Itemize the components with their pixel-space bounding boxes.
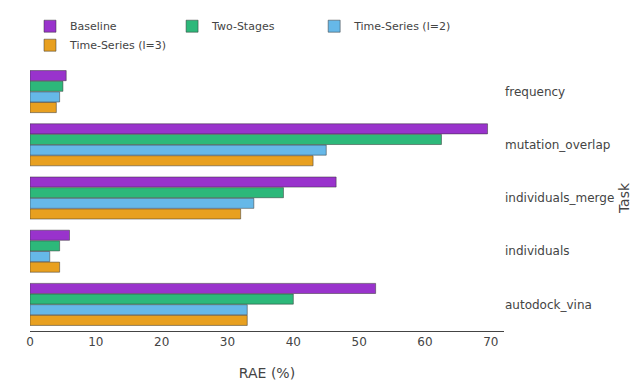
svg-text:40: 40 bbox=[286, 335, 301, 349]
svg-text:Baseline: Baseline bbox=[70, 20, 117, 33]
svg-text:RAE (%): RAE (%) bbox=[239, 365, 295, 381]
svg-text:Time-Series (l=3): Time-Series (l=3) bbox=[69, 39, 166, 52]
svg-text:individuals_merge: individuals_merge bbox=[505, 191, 614, 205]
svg-text:autodock_vina: autodock_vina bbox=[505, 298, 592, 312]
svg-text:70: 70 bbox=[483, 335, 498, 349]
svg-text:frequency: frequency bbox=[505, 85, 565, 99]
svg-text:10: 10 bbox=[88, 335, 103, 349]
svg-text:50: 50 bbox=[352, 335, 367, 349]
svg-text:0: 0 bbox=[26, 335, 34, 349]
svg-text:Two-Stages: Two-Stages bbox=[211, 20, 275, 33]
svg-text:mutation_overlap: mutation_overlap bbox=[505, 138, 610, 152]
svg-text:20: 20 bbox=[154, 335, 169, 349]
svg-text:individuals: individuals bbox=[505, 244, 570, 258]
svg-text:60: 60 bbox=[417, 335, 432, 349]
svg-text:30: 30 bbox=[220, 335, 235, 349]
svg-text:Time-Series (l=2): Time-Series (l=2) bbox=[353, 20, 450, 33]
svg-text:Task: Task bbox=[616, 182, 632, 214]
